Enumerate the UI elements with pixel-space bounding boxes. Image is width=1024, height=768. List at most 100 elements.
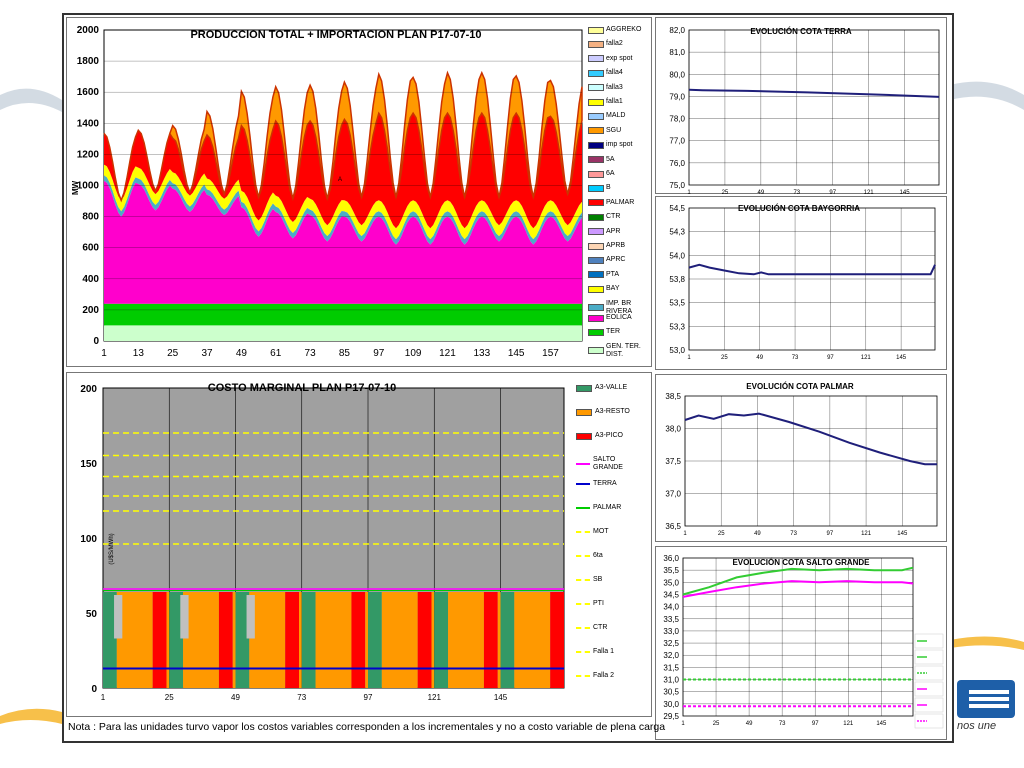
y-tick-label: 0 bbox=[91, 684, 97, 695]
y-tick-label: 36,5 bbox=[665, 522, 681, 531]
legend-swatch bbox=[588, 156, 604, 164]
legend-item: exp spot bbox=[588, 55, 632, 64]
y-tick-label: 1200 bbox=[77, 149, 100, 160]
legend-item: falla2 bbox=[588, 40, 623, 49]
chart-title: EVOLUCIÓN COTA SALTO GRANDE bbox=[732, 558, 870, 567]
legend-label: A3-VALLE bbox=[595, 384, 628, 391]
legend-swatch bbox=[588, 314, 604, 322]
legend-item: MALD bbox=[588, 112, 625, 121]
legend-label: 6ta bbox=[593, 552, 603, 559]
gray-block bbox=[180, 595, 189, 639]
price-block bbox=[315, 592, 352, 688]
x-tick-label: 73 bbox=[790, 531, 797, 537]
x-tick-label: 37 bbox=[201, 348, 213, 359]
legend-label: TER bbox=[606, 328, 620, 336]
y-tick-label: 29,5 bbox=[663, 712, 679, 721]
y-tick-label: 200 bbox=[80, 384, 97, 395]
legend-label: IMP. BR RIVERA bbox=[606, 299, 633, 315]
costo-marginal-chart: 0 50 100 150 200 1 25 49 73 97 121 145 COSTO MARGINA… bbox=[80, 382, 565, 702]
x-tick-label: 73 bbox=[793, 190, 800, 194]
x-tick-label: 25 bbox=[165, 693, 174, 702]
legend-swatch bbox=[588, 347, 604, 355]
logo: nos une bbox=[955, 680, 1017, 738]
y-tick-label: 35,5 bbox=[663, 566, 679, 575]
legend-item: PTA bbox=[588, 271, 619, 280]
legend-item: TER bbox=[588, 328, 620, 337]
baygorria-chart: 53,0 53,3 53,5 53,8 54,0 54,3 54,5 1 25 49 73 97 121… bbox=[669, 204, 936, 361]
price-block bbox=[232, 592, 236, 688]
x-tick-label: 145 bbox=[896, 355, 907, 361]
legend-label: MALD bbox=[606, 112, 626, 120]
legend-label: PTI bbox=[593, 600, 604, 607]
legend-label: falla1 bbox=[606, 98, 623, 105]
y-tick-label: 50 bbox=[86, 609, 98, 620]
x-tick-label: 97 bbox=[364, 693, 373, 702]
legend-label: 5A bbox=[606, 155, 615, 163]
y-tick-label: 53,3 bbox=[669, 322, 685, 331]
legend-box bbox=[914, 697, 944, 713]
legend-label: AGGREKO bbox=[606, 26, 642, 33]
y-tick-label: 100 bbox=[80, 534, 97, 545]
x-tick-label: 1 bbox=[101, 693, 106, 702]
legend-swatch bbox=[588, 271, 604, 279]
area-palmar bbox=[104, 113, 582, 229]
legend-label: APRB bbox=[606, 242, 626, 249]
legend-box bbox=[914, 633, 944, 649]
y-tick-label: 30,0 bbox=[663, 700, 679, 709]
price-block bbox=[152, 592, 167, 688]
y-tick-label: 200 bbox=[82, 305, 99, 316]
x-tick-label: 1 bbox=[681, 721, 685, 727]
y-tick-label: 2000 bbox=[77, 25, 100, 36]
x-tick-label: 49 bbox=[758, 190, 765, 194]
area-gen-ter-dist- bbox=[104, 325, 582, 341]
y-tick-label: 35,0 bbox=[663, 578, 679, 587]
legend-swatch bbox=[588, 256, 604, 264]
legend-item: 6ta bbox=[576, 552, 603, 561]
legend-item: APRB bbox=[588, 242, 625, 251]
price-block bbox=[434, 592, 449, 688]
price-block bbox=[116, 592, 153, 688]
legend-item: TERRA bbox=[576, 480, 617, 489]
price-block bbox=[514, 592, 551, 688]
legend-swatch bbox=[588, 184, 604, 192]
legend-label: B bbox=[606, 184, 611, 192]
legend-swatch bbox=[576, 675, 590, 677]
price-block bbox=[431, 592, 435, 688]
x-tick-label: 25 bbox=[722, 190, 729, 194]
x-tick-label: 1 bbox=[687, 190, 691, 194]
terra-chart: 75,0 76,0 77,0 78,0 79,0 80,0 81,0 82,0 1 25 49 73 9… bbox=[669, 26, 940, 194]
y-tick-label: 37,5 bbox=[665, 457, 681, 466]
legend-swatch bbox=[588, 55, 604, 63]
x-tick-label: 157 bbox=[542, 348, 559, 359]
legend-item: EOLICA bbox=[588, 314, 632, 323]
y-axis-label: MW bbox=[71, 180, 80, 195]
legend-item: A3-VALLE bbox=[576, 384, 627, 393]
legend-swatch bbox=[588, 26, 604, 34]
legend-item: Falla 1 bbox=[576, 648, 614, 657]
price-block bbox=[365, 592, 369, 688]
legend-label: SALTO GRANDE bbox=[593, 456, 623, 471]
legend-item: Falla 2 bbox=[576, 672, 614, 681]
x-tick-label: 109 bbox=[405, 348, 422, 359]
legend-label: APRC bbox=[606, 256, 626, 264]
price-block bbox=[448, 592, 484, 688]
y-tick-label: 32,0 bbox=[663, 651, 679, 660]
y-tick-label: 31,5 bbox=[663, 663, 679, 672]
legend-label: falla4 bbox=[606, 69, 623, 77]
legend-swatch bbox=[588, 84, 604, 92]
x-tick-label: 121 bbox=[861, 531, 872, 537]
x-tick-label: 49 bbox=[754, 531, 761, 537]
legend-label: falla3 bbox=[606, 83, 623, 91]
legend-item: SB bbox=[576, 576, 602, 585]
legend-label: SB bbox=[593, 576, 603, 583]
x-tick-label: 97 bbox=[827, 531, 834, 537]
production-legend: AGGREKO falla2 exp spot falla4 falla3 falla1 M… bbox=[586, 26, 650, 366]
legend-box bbox=[914, 713, 944, 729]
legend-swatch bbox=[576, 627, 590, 629]
legend-swatch bbox=[588, 170, 604, 178]
y-tick-label: 32,5 bbox=[663, 639, 679, 648]
x-tick-label: 73 bbox=[305, 348, 317, 359]
y-tick-label: 31,0 bbox=[663, 676, 679, 685]
legend-item: 6A bbox=[588, 170, 615, 179]
